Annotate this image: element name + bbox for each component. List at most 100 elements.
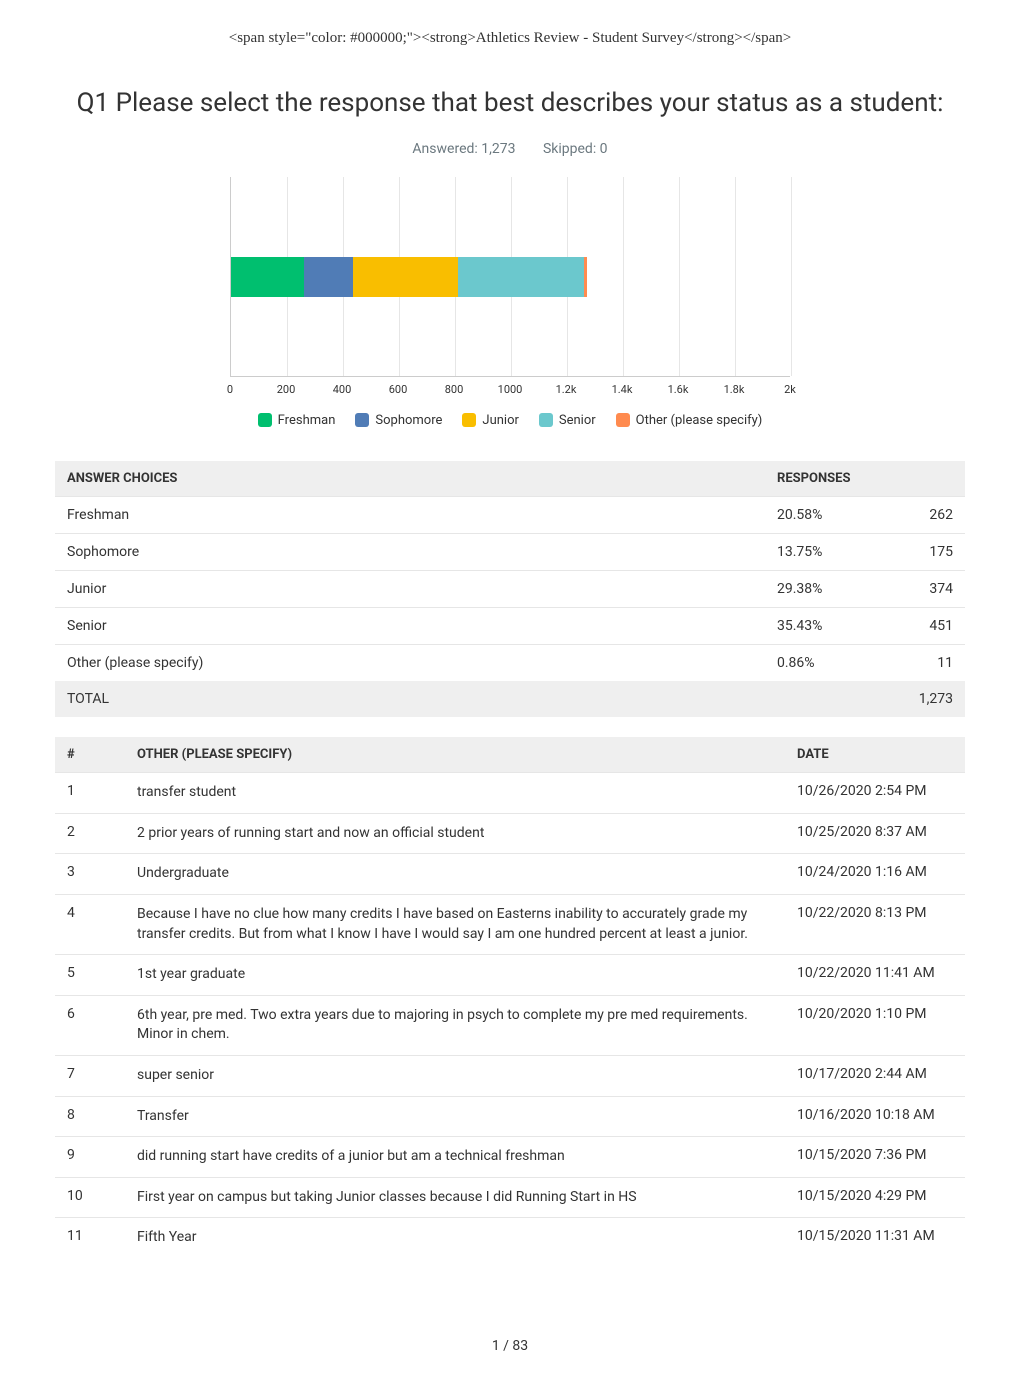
choice-count: 262 [885,497,965,534]
chart-gridline [623,177,624,376]
choice-label: Sophomore [55,534,765,571]
header-other-specify: OTHER (PLEASE SPECIFY) [125,737,785,773]
row-date: 10/25/2020 8:37 AM [785,813,965,854]
legend-item: Sophomore [355,413,442,428]
table-row: Sophomore13.75%175 [55,534,965,571]
header-responses: RESPONSES [765,461,965,497]
chart-x-axis-labels: 020040060080010001.2k1.4k1.6k1.8k2k [230,383,790,399]
row-date: 10/16/2020 10:18 AM [785,1096,965,1137]
row-number: 9 [55,1137,125,1178]
chart-bar [231,257,587,297]
total-label: TOTAL [55,681,765,717]
chart-gridline [735,177,736,376]
row-response: Undergraduate [125,854,785,895]
chart-segment [353,257,458,297]
choice-percent: 0.86% [765,645,885,682]
table-row: Other (please specify)0.86%11 [55,645,965,682]
question-title: Q1 Please select the response that best … [55,87,965,121]
table-row: Junior29.38%374 [55,571,965,608]
legend-label: Sophomore [375,413,442,428]
table-row: 7super senior10/17/2020 2:44 AM [55,1056,965,1097]
other-responses-table: # OTHER (PLEASE SPECIFY) DATE 1transfer … [55,737,965,1258]
row-number: 6 [55,995,125,1055]
row-response: 2 prior years of running start and now a… [125,813,785,854]
legend-item: Senior [539,413,596,428]
legend-item: Freshman [258,413,336,428]
row-number: 2 [55,813,125,854]
answer-choices-table: ANSWER CHOICES RESPONSES Freshman20.58%2… [55,461,965,717]
row-date: 10/15/2020 7:36 PM [785,1137,965,1178]
chart-legend: Freshman Sophomore Junior Senior Other (plea… [55,413,965,432]
choice-label: Senior [55,608,765,645]
choice-percent: 35.43% [765,608,885,645]
x-tick-label: 200 [277,383,296,396]
legend-label: Freshman [278,413,336,428]
chart-segment [304,257,353,297]
header-date: DATE [785,737,965,773]
answered-count: Answered: 1,273 [412,141,515,157]
row-date: 10/22/2020 8:13 PM [785,895,965,955]
row-response: Transfer [125,1096,785,1137]
x-tick-label: 2k [784,383,796,396]
chart-gridline [679,177,680,376]
row-date: 10/20/2020 1:10 PM [785,995,965,1055]
legend-swatch [616,413,630,427]
table-row: 4Because I have no clue how many credits… [55,895,965,955]
row-number: 8 [55,1096,125,1137]
chart-segment [458,257,584,297]
header-number: # [55,737,125,773]
row-response: 1st year graduate [125,955,785,996]
row-number: 10 [55,1177,125,1218]
x-tick-label: 1.8k [724,383,745,396]
choice-count: 175 [885,534,965,571]
chart-gridline [791,177,792,376]
row-date: 10/15/2020 4:29 PM [785,1177,965,1218]
row-date: 10/17/2020 2:44 AM [785,1056,965,1097]
row-number: 11 [55,1218,125,1258]
table-row: 1transfer student10/26/2020 2:54 PM [55,773,965,814]
row-response: Fifth Year [125,1218,785,1258]
row-date: 10/26/2020 2:54 PM [785,773,965,814]
total-count: 1,273 [885,681,965,717]
row-number: 1 [55,773,125,814]
choice-percent: 13.75% [765,534,885,571]
table-row: 3Undergraduate10/24/2020 1:16 AM [55,854,965,895]
choice-percent: 20.58% [765,497,885,534]
legend-swatch [539,413,553,427]
total-row: TOTAL 1,273 [55,681,965,717]
row-response: did running start have credits of a juni… [125,1137,785,1178]
response-stats: Answered: 1,273 Skipped: 0 [55,141,965,157]
table-row: Freshman20.58%262 [55,497,965,534]
row-response: transfer student [125,773,785,814]
choice-label: Junior [55,571,765,608]
table-row: 10First year on campus but taking Junior… [55,1177,965,1218]
table-row: 9did running start have credits of a jun… [55,1137,965,1178]
row-response: 6th year, pre med. Two extra years due t… [125,995,785,1055]
row-number: 7 [55,1056,125,1097]
row-date: 10/15/2020 11:31 AM [785,1218,965,1258]
row-number: 3 [55,854,125,895]
legend-label: Senior [559,413,596,428]
row-number: 5 [55,955,125,996]
choice-count: 451 [885,608,965,645]
legend-swatch [462,413,476,427]
choice-count: 374 [885,571,965,608]
table-row: 11Fifth Year10/15/2020 11:31 AM [55,1218,965,1258]
legend-item: Other (please specify) [616,413,763,428]
stacked-bar-chart: 020040060080010001.2k1.4k1.6k1.8k2k [230,177,790,399]
x-tick-label: 1000 [498,383,523,396]
row-response: Because I have no clue how many credits … [125,895,785,955]
x-tick-label: 600 [389,383,408,396]
x-tick-label: 0 [227,383,233,396]
row-date: 10/22/2020 11:41 AM [785,955,965,996]
x-tick-label: 1.4k [612,383,633,396]
legend-label: Junior [482,413,519,428]
header-answer-choices: ANSWER CHOICES [55,461,765,497]
row-date: 10/24/2020 1:16 AM [785,854,965,895]
skipped-count: Skipped: 0 [543,141,608,157]
table-row: Senior35.43%451 [55,608,965,645]
row-number: 4 [55,895,125,955]
choice-count: 11 [885,645,965,682]
table-row: 51st year graduate10/22/2020 11:41 AM [55,955,965,996]
table-row: 66th year, pre med. Two extra years due … [55,995,965,1055]
